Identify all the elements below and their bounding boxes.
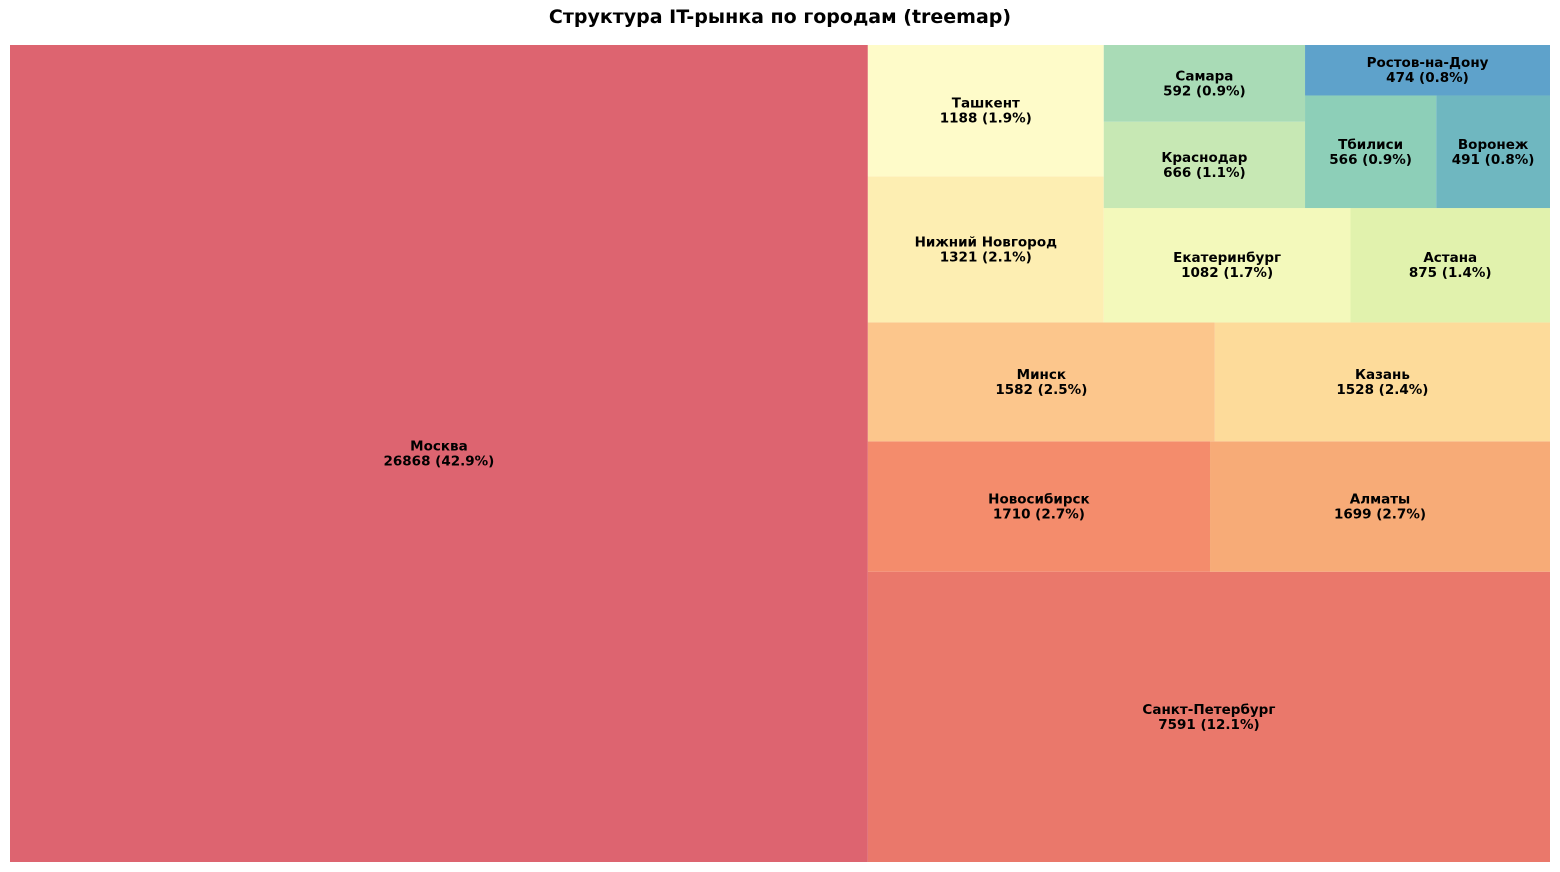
treemap-label: Ташкент 1188 (1.9%)	[940, 96, 1032, 127]
tile-city-name: Ростов-на-Дону	[1367, 55, 1489, 71]
treemap-label: Краснодар 666 (1.1%)	[1161, 150, 1247, 181]
tile-city-name: Москва	[410, 439, 468, 455]
treemap-tile-казань: Казань 1528 (2.4%)	[1214, 322, 1550, 442]
tile-city-name: Санкт-Петербург	[1142, 702, 1275, 718]
tile-value-label: 26868 (42.9%)	[384, 454, 495, 470]
treemap-label: Екатеринбург 1082 (1.7%)	[1173, 250, 1281, 281]
treemap-rect	[1305, 45, 1550, 96]
tile-city-name: Нижний Новгород	[915, 234, 1058, 250]
tile-value-label: 491 (0.8%)	[1452, 152, 1535, 168]
treemap-tile-санкт-петербург: Санкт-Петербург 7591 (12.1%)	[867, 571, 1550, 862]
treemap-tile-москва: Москва 26868 (42.9%)	[10, 45, 868, 862]
treemap-tile-алматы: Алматы 1699 (2.7%)	[1210, 441, 1550, 572]
treemap-rect	[867, 176, 1104, 323]
chart-title: Структура IT-рынка по городам (treemap)	[548, 6, 1012, 28]
treemap-rect	[1350, 208, 1550, 323]
treemap-tile-краснодар: Краснодар 666 (1.1%)	[1103, 121, 1306, 209]
tile-city-name: Новосибирск	[988, 492, 1090, 508]
tile-city-name: Екатеринбург	[1173, 250, 1281, 266]
tile-city-name: Краснодар	[1161, 150, 1247, 166]
treemap-label: Санкт-Петербург 7591 (12.1%)	[1142, 702, 1275, 733]
treemap-rect	[1103, 121, 1306, 209]
treemap-label: Самара 592 (0.9%)	[1163, 68, 1246, 99]
tile-city-name: Воронеж	[1458, 137, 1529, 153]
tile-value-label: 666 (1.1%)	[1163, 165, 1246, 181]
treemap-rect	[1214, 322, 1550, 442]
treemap-rect	[867, 571, 1550, 862]
treemap-label: Воронеж 491 (0.8%)	[1452, 137, 1535, 168]
tile-value-label: 1582 (2.5%)	[995, 382, 1087, 398]
treemap-label: Казань 1528 (2.4%)	[1336, 367, 1428, 398]
treemap-tile-тбилиси: Тбилиси 566 (0.9%)	[1305, 95, 1437, 209]
treemap-rect	[1103, 208, 1351, 323]
tile-value-label: 875 (1.4%)	[1409, 265, 1492, 281]
treemap-rect	[10, 45, 868, 862]
tile-city-name: Тбилиси	[1338, 137, 1403, 153]
tile-value-label: 1710 (2.7%)	[993, 507, 1085, 523]
treemap-tile-минск: Минск 1582 (2.5%)	[867, 322, 1215, 442]
treemap-rect	[867, 45, 1104, 177]
treemap-tile-ташкент: Ташкент 1188 (1.9%)	[867, 45, 1104, 177]
tile-city-name: Самара	[1175, 68, 1233, 84]
tile-value-label: 1528 (2.4%)	[1336, 382, 1428, 398]
treemap-rect	[867, 322, 1215, 442]
treemap-tile-нижний-новгород: Нижний Новгород 1321 (2.1%)	[867, 176, 1104, 323]
treemap-rect	[1210, 441, 1550, 572]
treemap-label: Новосибирск 1710 (2.7%)	[988, 492, 1090, 523]
treemap-label: Тбилиси 566 (0.9%)	[1329, 137, 1412, 168]
tile-value-label: 592 (0.9%)	[1163, 83, 1246, 99]
tile-value-label: 1082 (1.7%)	[1181, 265, 1273, 281]
treemap-label: Ростов-на-Дону 474 (0.8%)	[1367, 55, 1489, 86]
treemap-rect	[1436, 95, 1550, 209]
treemap-tile-астана: Астана 875 (1.4%)	[1350, 208, 1550, 323]
tile-value-label: 566 (0.9%)	[1329, 152, 1412, 168]
tile-city-name: Казань	[1355, 367, 1410, 383]
tile-value-label: 1188 (1.9%)	[940, 111, 1032, 127]
treemap-tile-воронеж: Воронеж 491 (0.8%)	[1436, 95, 1550, 209]
treemap-label: Москва 26868 (42.9%)	[384, 439, 495, 470]
treemap-label: Алматы 1699 (2.7%)	[1334, 492, 1426, 523]
treemap-tile-новосибирск: Новосибирск 1710 (2.7%)	[867, 441, 1211, 572]
treemap-tile-самара: Самара 592 (0.9%)	[1103, 45, 1306, 122]
treemap-tile-екатеринбург: Екатеринбург 1082 (1.7%)	[1103, 208, 1351, 323]
tile-value-label: 474 (0.8%)	[1386, 70, 1469, 86]
treemap-tile-ростов-на-дону: Ростов-на-Дону 474 (0.8%)	[1305, 45, 1550, 96]
treemap-label: Минск 1582 (2.5%)	[995, 367, 1087, 398]
tile-value-label: 1321 (2.1%)	[940, 249, 1032, 265]
tile-city-name: Алматы	[1350, 492, 1411, 508]
treemap-label: Астана 875 (1.4%)	[1409, 250, 1492, 281]
treemap-rect	[1305, 95, 1437, 209]
tile-city-name: Ташкент	[952, 96, 1020, 112]
treemap-label: Нижний Новгород 1321 (2.1%)	[915, 234, 1058, 265]
tile-value-label: 7591 (12.1%)	[1158, 717, 1259, 733]
treemap-rect	[1103, 45, 1306, 122]
treemap-rect	[867, 441, 1211, 572]
tile-city-name: Минск	[1017, 367, 1066, 383]
tile-city-name: Астана	[1423, 250, 1477, 266]
tile-value-label: 1699 (2.7%)	[1334, 507, 1426, 523]
